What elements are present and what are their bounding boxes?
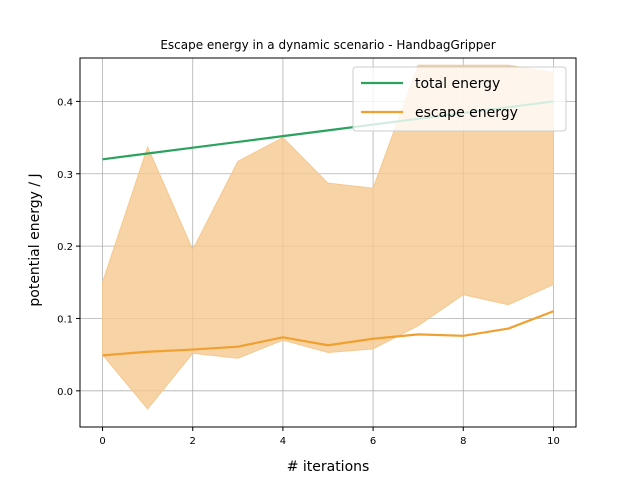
- escape-energy-band: [102, 64, 554, 410]
- x-tick-label: 4: [280, 436, 286, 447]
- y-tick-label: 0.1: [57, 314, 73, 325]
- y-axis-label: potential energy / J: [27, 173, 43, 306]
- x-tick-label: 0: [99, 436, 105, 447]
- y-tick-label: 0.3: [57, 170, 73, 181]
- legend-total-energy-label: total energy: [415, 76, 500, 92]
- x-tick-label: 8: [460, 436, 466, 447]
- escape-energy-line: [102, 310, 554, 357]
- y-tick-label: 0.0: [57, 387, 73, 398]
- legend: total energy escape energy: [352, 66, 567, 132]
- y-tick-label: 0.2: [57, 242, 73, 253]
- legend-box: [352, 66, 567, 132]
- axes-frame: [79, 57, 577, 428]
- x-axis-label: # iterations: [287, 459, 370, 475]
- x-tick-label: 6: [370, 436, 376, 447]
- legend-escape-energy-label: escape energy: [415, 105, 518, 121]
- x-tick-label: 10: [547, 436, 560, 447]
- chart-title: Escape energy in a dynamic scenario - Ha…: [160, 38, 495, 52]
- y-tick-label: 0.4: [57, 97, 73, 108]
- x-tick-label: 2: [190, 436, 196, 447]
